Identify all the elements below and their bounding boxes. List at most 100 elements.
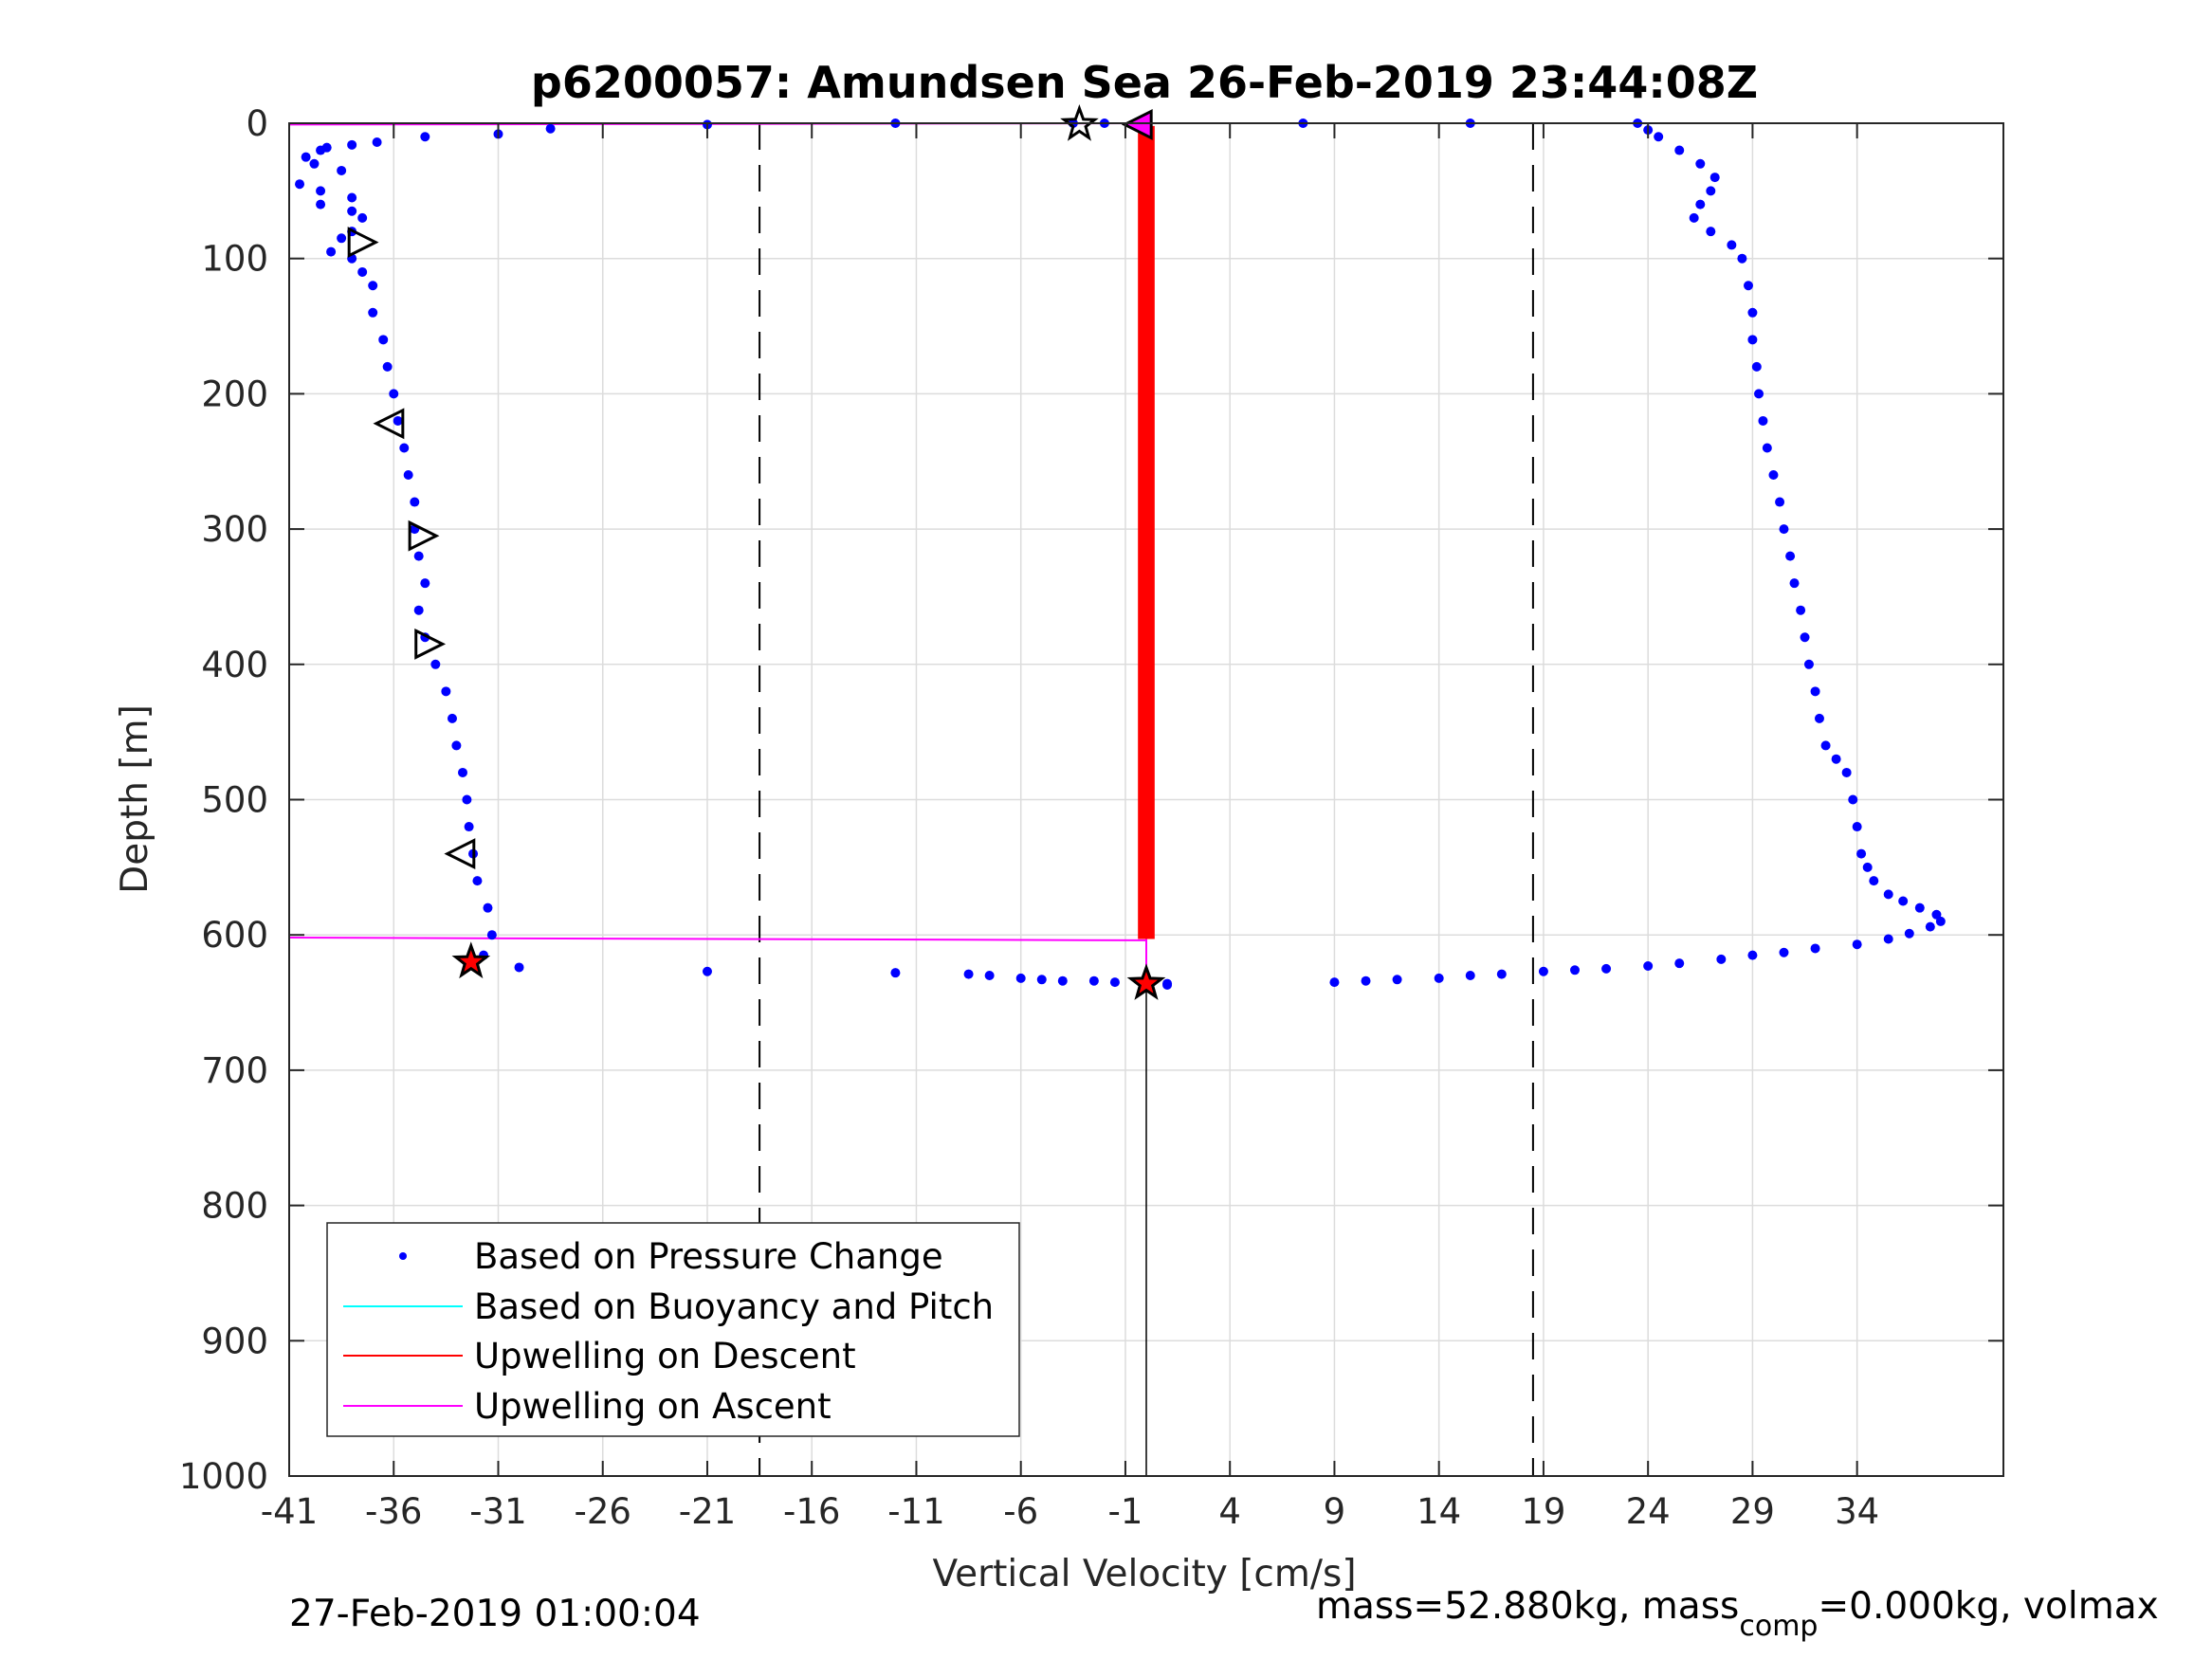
pressure-change-point-descent: [1088, 975, 1099, 986]
pressure-change-point-ascent: [1831, 754, 1841, 764]
pressure-change-point-ascent: [1434, 973, 1444, 983]
marker-star: [1060, 104, 1099, 141]
pressure-change-point-descent: [890, 968, 901, 978]
x-tick-label: 34: [1835, 1491, 1879, 1532]
legend: Based on Pressure Change Based on Buoyan…: [326, 1222, 1020, 1437]
pressure-change-point-ascent: [1754, 389, 1764, 399]
markers: [347, 104, 1166, 1000]
pressure-change-point-descent: [389, 389, 399, 399]
pressure-change-point-descent: [464, 822, 474, 832]
legend-label-pressure: Based on Pressure Change: [474, 1236, 943, 1277]
x-tick-label: -31: [469, 1491, 526, 1532]
y-tick-label: 200: [201, 374, 268, 414]
pressure-change-point-ascent: [1848, 794, 1858, 805]
pressure-change-point-ascent: [1803, 659, 1814, 669]
marker-triangle-left: [444, 838, 476, 870]
pressure-change-point-descent: [430, 659, 441, 669]
pressure-change-point-descent: [326, 246, 337, 257]
pressure-change-point-descent: [368, 307, 378, 318]
pressure-change-point-ascent: [1392, 975, 1402, 985]
marker-triangle-left: [1121, 108, 1153, 140]
y-tick-label: 100: [201, 239, 268, 280]
pressure-change-point-ascent: [1883, 934, 1893, 944]
pressure-change-point-ascent: [1935, 916, 1946, 926]
pressure-change-point-ascent: [1747, 950, 1758, 960]
pressure-change-point-descent: [301, 152, 311, 162]
footer-mass-info: mass=52.880kg, masscomp=0.000kg, volmax: [1316, 1585, 2159, 1643]
pressure-change-point-ascent: [1162, 978, 1173, 989]
pressure-change-point-descent: [486, 930, 497, 940]
pressure-change-point-descent: [1057, 975, 1068, 986]
pressure-change-point-ascent: [1329, 977, 1340, 988]
footer-timestamp: 27-Feb-2019 01:00:04: [289, 1593, 701, 1635]
pressure-change-point-descent: [413, 605, 424, 615]
x-tick-label: -36: [365, 1491, 422, 1532]
pressure-change-point-ascent: [1709, 173, 1720, 183]
x-tick-label: -26: [575, 1491, 631, 1532]
pressure-change-point-ascent: [1654, 132, 1664, 142]
marker-star: [451, 941, 491, 979]
pressure-change-point-ascent: [1785, 551, 1796, 561]
pressure-change-point-ascent: [1758, 415, 1768, 426]
pressure-change-point-descent: [420, 132, 430, 142]
pressure-change-point-ascent: [1465, 971, 1475, 981]
pressure-change-point-ascent: [1810, 943, 1820, 954]
pressure-change-point-descent: [702, 966, 712, 976]
pressure-change-point-ascent: [1904, 928, 1914, 939]
pressure-change-point-descent: [984, 971, 995, 981]
marker-triangle-right: [414, 628, 447, 660]
pressure-change-point-ascent: [1779, 524, 1789, 535]
pressure-change-point-ascent: [1643, 961, 1654, 972]
chart-title: p6200057: Amundsen Sea 26-Feb-2019 23:44…: [531, 57, 1758, 108]
pressure-change-point-descent: [420, 578, 430, 589]
pressure-change-point-ascent: [1796, 605, 1806, 615]
pressure-change-point-ascent: [1695, 158, 1706, 169]
pressure-change-point-ascent: [1814, 713, 1824, 723]
pressure-change-point-ascent: [1538, 966, 1548, 976]
pressure-change-point-ascent: [1695, 199, 1706, 210]
pressure-change-point-descent: [337, 233, 347, 244]
pressure-change-point-ascent: [1747, 335, 1758, 345]
x-tick-label: -6: [1003, 1491, 1038, 1532]
pressure-change-point-ascent: [1852, 822, 1862, 832]
marker-triangle-right: [347, 227, 379, 259]
x-tick-label: -16: [783, 1491, 840, 1532]
x-tick-label: 4: [1218, 1491, 1241, 1532]
x-tick-label: 14: [1417, 1491, 1461, 1532]
marker-triangle-right: [408, 520, 440, 552]
legend-label-buoyancy: Based on Buoyancy and Pitch: [474, 1286, 994, 1327]
footer-mass-prefix: mass=52.880kg, mass: [1316, 1585, 1739, 1628]
pressure-change-point-ascent: [1862, 862, 1873, 872]
pressure-change-point-descent: [462, 794, 472, 805]
legend-box: [326, 1222, 1020, 1437]
legend-label-upwelling-descent: Upwelling on Descent: [474, 1336, 856, 1376]
pressure-change-point-ascent: [1674, 145, 1685, 155]
pressure-change-point-descent: [1015, 973, 1026, 983]
pressure-change-point-descent: [483, 902, 493, 913]
pressure-change-point-ascent: [1706, 186, 1716, 196]
upwelling-descent-band: [1138, 125, 1155, 939]
pressure-change-point-descent: [347, 139, 357, 150]
pressure-change-point-ascent: [1601, 963, 1612, 974]
pressure-change-point-descent: [441, 686, 451, 697]
pressure-change-point-descent: [372, 137, 382, 147]
ticks: -41 -36 -31 -26 -21 -16 -11 -6 -1 4 9 14 19 24 29 34 0 10…: [179, 103, 2003, 1532]
pressure-change-point-ascent: [1883, 889, 1893, 900]
y-tick-label: 800: [201, 1186, 268, 1227]
pressure-change-point-ascent: [1914, 902, 1925, 913]
pressure-change-point-descent: [413, 551, 424, 561]
pressure-change-point-ascent: [1789, 578, 1800, 589]
pressure-change-point-ascent: [1779, 947, 1789, 957]
x-tick-label: -41: [261, 1491, 318, 1532]
pressure-change-point-ascent: [1706, 227, 1716, 237]
pressure-change-point-ascent: [1716, 954, 1727, 964]
y-tick-label: 700: [201, 1050, 268, 1091]
pressure-change-point-descent: [316, 145, 326, 155]
pressure-change-point-ascent: [1810, 686, 1820, 697]
pressure-change-point-ascent: [1689, 212, 1699, 223]
pressure-change-point-ascent: [1820, 740, 1831, 751]
pressure-change-point-ascent: [1744, 281, 1754, 291]
pressure-change-point-ascent: [1737, 253, 1747, 264]
pressure-change-point-ascent: [1674, 958, 1685, 969]
